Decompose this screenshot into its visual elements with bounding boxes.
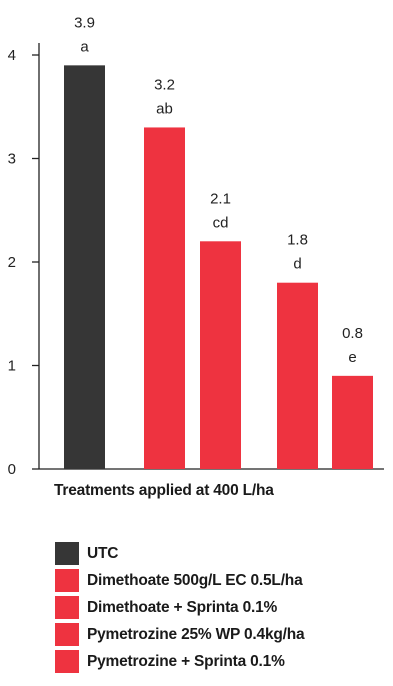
legend: UTC Dimethoate 500g/L EC 0.5L/ha Dimethoat… bbox=[55, 540, 305, 675]
bar bbox=[200, 241, 241, 469]
bars bbox=[64, 65, 373, 469]
bar-labels: a 3.9 ab 3.2 cd 2.1 d 1.8 e 0.8 bbox=[74, 14, 363, 366]
bar-chart: 0 1 2 3 4 a 3.9 ab 3.2 cd 2.1 d 1.8 e 0.8 bbox=[8, 14, 384, 478]
significance-letter: e bbox=[348, 349, 356, 366]
bar bbox=[277, 282, 318, 469]
data-label: 0.8 bbox=[342, 325, 363, 342]
legend-label: Pymetrozine 25% WP 0.4kg/ha bbox=[87, 625, 305, 643]
significance-letter: d bbox=[293, 256, 301, 273]
legend-item: Pymetrozine + Sprinta 0.1% bbox=[55, 648, 304, 675]
legend-swatch bbox=[55, 542, 79, 565]
y-tick-label: 4 bbox=[8, 47, 16, 64]
legend-item: UTC bbox=[55, 540, 304, 567]
data-label: 3.9 bbox=[74, 14, 95, 31]
y-tick-label: 3 bbox=[8, 151, 16, 168]
y-tick-label: 1 bbox=[8, 358, 16, 375]
data-label: 3.2 bbox=[154, 76, 175, 93]
legend-swatch bbox=[55, 596, 79, 619]
data-label: 1.8 bbox=[287, 232, 308, 249]
significance-letter: cd bbox=[213, 214, 229, 231]
legend-item: Pymetrozine 25% WP 0.4kg/ha bbox=[55, 621, 305, 648]
legend-label: Dimethoate + Sprinta 0.1% bbox=[87, 598, 278, 616]
significance-letter: ab bbox=[156, 100, 173, 117]
bar bbox=[144, 127, 185, 469]
bar bbox=[332, 375, 373, 469]
x-axis-label: Treatments applied at 400 L/ha bbox=[54, 482, 274, 499]
bar bbox=[64, 65, 105, 469]
legend-swatch bbox=[55, 623, 79, 646]
y-tick-label: 0 bbox=[8, 461, 16, 478]
legend-item: Dimethoate + Sprinta 0.1% bbox=[55, 594, 304, 621]
significance-letter: a bbox=[80, 38, 89, 55]
legend-item: Dimethoate 500g/L EC 0.5L/ha bbox=[55, 567, 304, 594]
legend-label: Pymetrozine + Sprinta 0.1% bbox=[87, 652, 285, 670]
legend-swatch bbox=[55, 650, 79, 673]
y-tick-label: 2 bbox=[8, 254, 16, 271]
data-label: 2.1 bbox=[210, 190, 231, 207]
legend-label: UTC bbox=[87, 544, 119, 562]
legend-label: Dimethoate 500g/L EC 0.5L/ha bbox=[87, 571, 303, 589]
legend-swatch bbox=[55, 569, 79, 592]
